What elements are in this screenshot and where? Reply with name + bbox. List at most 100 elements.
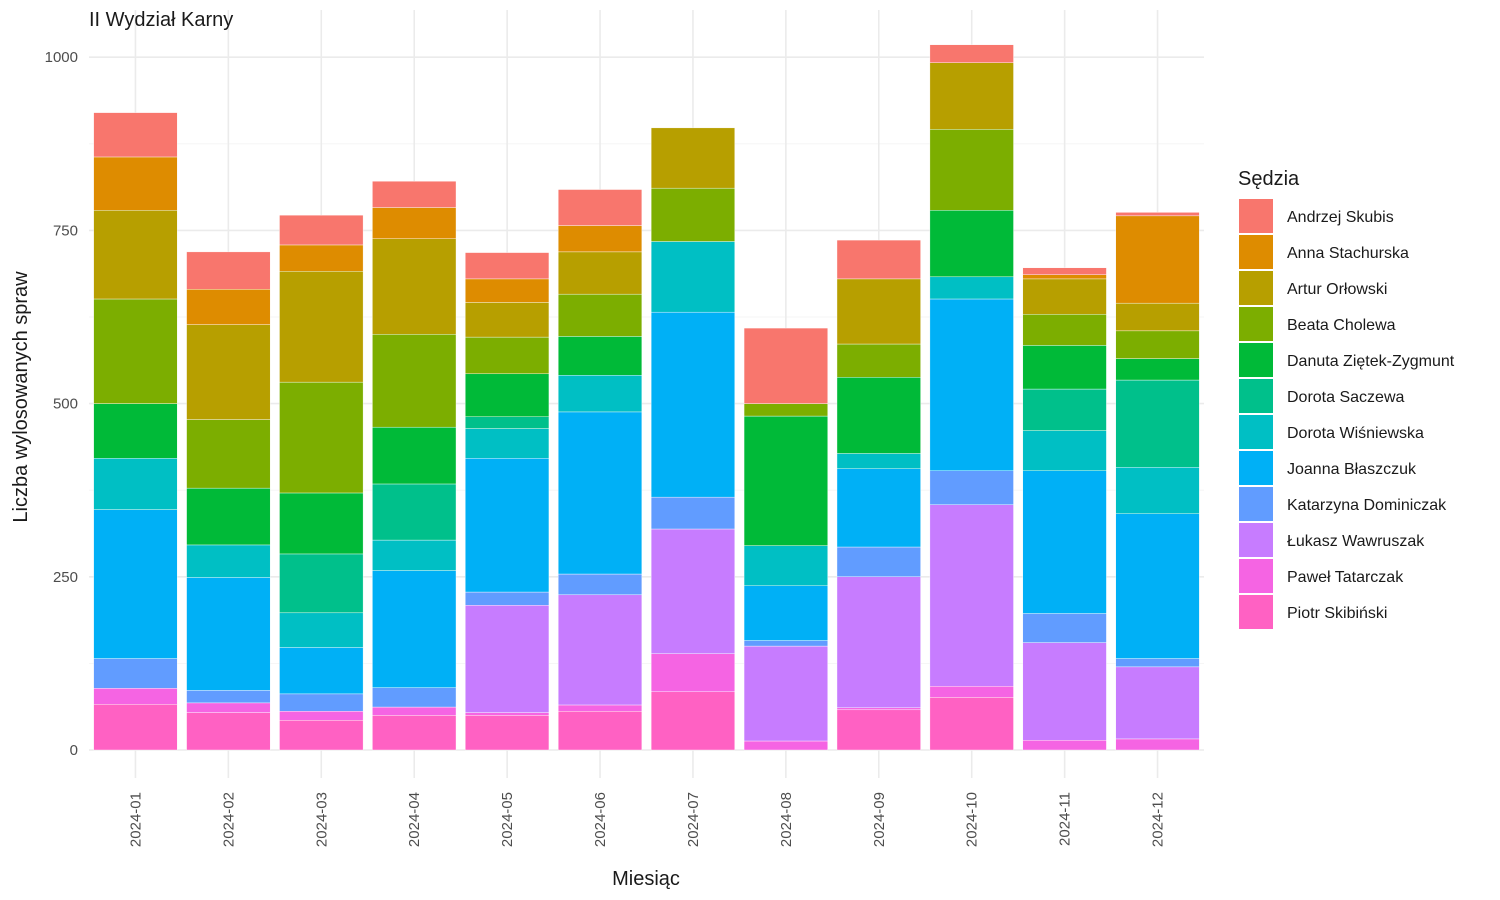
legend-swatch	[1239, 307, 1273, 341]
bar-segment	[743, 645, 828, 742]
bar-segment	[836, 707, 921, 711]
bar-segment	[929, 44, 1014, 63]
bar-segment	[929, 686, 1014, 698]
legend-label: Danuta Ziętek-Zygmunt	[1287, 353, 1455, 370]
bar-segment	[743, 415, 828, 546]
x-tick-label: 2024-02	[220, 792, 237, 847]
chart-title: II Wydział Karny	[89, 9, 233, 31]
legend-swatch	[1239, 595, 1273, 629]
legend-swatch	[1239, 415, 1273, 449]
bar-segment	[93, 112, 178, 158]
bar-segment	[465, 416, 550, 429]
bar-segment	[279, 214, 364, 246]
bar-segment	[465, 252, 550, 280]
bar-segment	[1115, 212, 1200, 217]
bar-segment	[93, 210, 178, 300]
bar-segment	[279, 693, 364, 712]
bar-segment	[650, 528, 735, 654]
legend-swatch	[1239, 379, 1273, 413]
bar-segment	[465, 712, 550, 716]
x-tick-label: 2024-07	[685, 792, 702, 847]
legend-swatch	[1239, 559, 1273, 593]
bar-segment	[1022, 613, 1107, 643]
bar-segment	[743, 403, 828, 417]
bar-segment	[465, 336, 550, 375]
bar-segment	[836, 239, 921, 280]
bar-segment	[929, 298, 1014, 472]
legend-swatch	[1239, 523, 1273, 557]
bar-segment	[558, 704, 643, 712]
bar-segment	[279, 492, 364, 555]
bar-segment	[186, 712, 271, 751]
bar-segment	[186, 577, 271, 691]
bar-segment	[279, 244, 364, 272]
bar-segment	[650, 496, 735, 530]
x-tick-label: 2024-03	[313, 792, 330, 847]
bar-segment	[836, 576, 921, 708]
legend-label: Artur Orłowski	[1287, 281, 1387, 298]
x-tick-label: 2024-01	[127, 792, 144, 847]
bar-segment	[93, 509, 178, 659]
bar-segment	[1115, 215, 1200, 304]
bar-segment	[1022, 388, 1107, 431]
bar-segment	[186, 324, 271, 420]
legend-label: Anna Stachurska	[1287, 245, 1409, 262]
bar-segment	[372, 539, 457, 571]
bar-segment	[743, 327, 828, 404]
bar-segment	[93, 403, 178, 459]
bar-segment	[186, 251, 271, 290]
bar-segment	[558, 594, 643, 706]
bar-segment	[558, 189, 643, 226]
legend-swatch	[1239, 199, 1273, 233]
bar-segment	[372, 687, 457, 708]
bar-segment	[929, 62, 1014, 130]
bar-segment	[558, 293, 643, 337]
legend-swatch	[1239, 487, 1273, 521]
x-tick-label: 2024-08	[778, 792, 795, 847]
x-tick-label: 2024-11	[1057, 792, 1074, 846]
bar-segment	[836, 377, 921, 454]
bar-segment	[650, 653, 735, 693]
bar-segment	[743, 545, 828, 587]
bar-segment	[93, 298, 178, 404]
bar-segment	[929, 276, 1014, 300]
x-tick-label: 2024-05	[499, 792, 516, 847]
bar-segment	[372, 706, 457, 716]
bar-segment	[372, 570, 457, 688]
bar-segment	[279, 711, 364, 721]
bar-segment	[743, 585, 828, 641]
bar-segment	[279, 612, 364, 648]
y-tick-label: 500	[53, 396, 78, 413]
legend-label: Andrzej Skubis	[1287, 209, 1394, 226]
bar-segment	[836, 453, 921, 469]
bar-segment	[558, 251, 643, 295]
bar-segment	[929, 210, 1014, 278]
x-tick-label: 2024-06	[592, 792, 609, 847]
bar-segment	[558, 711, 643, 751]
bar-segment	[1022, 642, 1107, 741]
bar-segment	[186, 702, 271, 713]
x-tick-label: 2024-12	[1150, 792, 1167, 847]
bar-segment	[465, 715, 550, 751]
x-axis-title: Miesiąc	[612, 868, 680, 890]
bar-segment	[279, 647, 364, 695]
bar-segment	[1115, 513, 1200, 659]
legend-label: Katarzyna Dominiczak	[1287, 497, 1447, 514]
bar-segment	[1022, 430, 1107, 472]
bar-segment	[1115, 358, 1200, 381]
x-tick-labels: 2024-01 2024-02 2024-03 2024-04 2024-05 2024-…	[127, 792, 1166, 847]
y-tick-label: 1000	[45, 49, 78, 66]
bar-segment	[93, 458, 178, 510]
bar-segment	[929, 504, 1014, 687]
legend-label: Dorota Saczewa	[1287, 389, 1404, 406]
bars	[93, 44, 1200, 751]
bar-segment	[743, 740, 828, 751]
bar-segment	[558, 411, 643, 575]
bar-segment	[372, 238, 457, 335]
bar-segment	[650, 691, 735, 751]
bar-segment	[372, 483, 457, 541]
bar-segment	[465, 605, 550, 713]
bar-segment	[93, 658, 178, 689]
bar-segment	[1022, 267, 1107, 275]
